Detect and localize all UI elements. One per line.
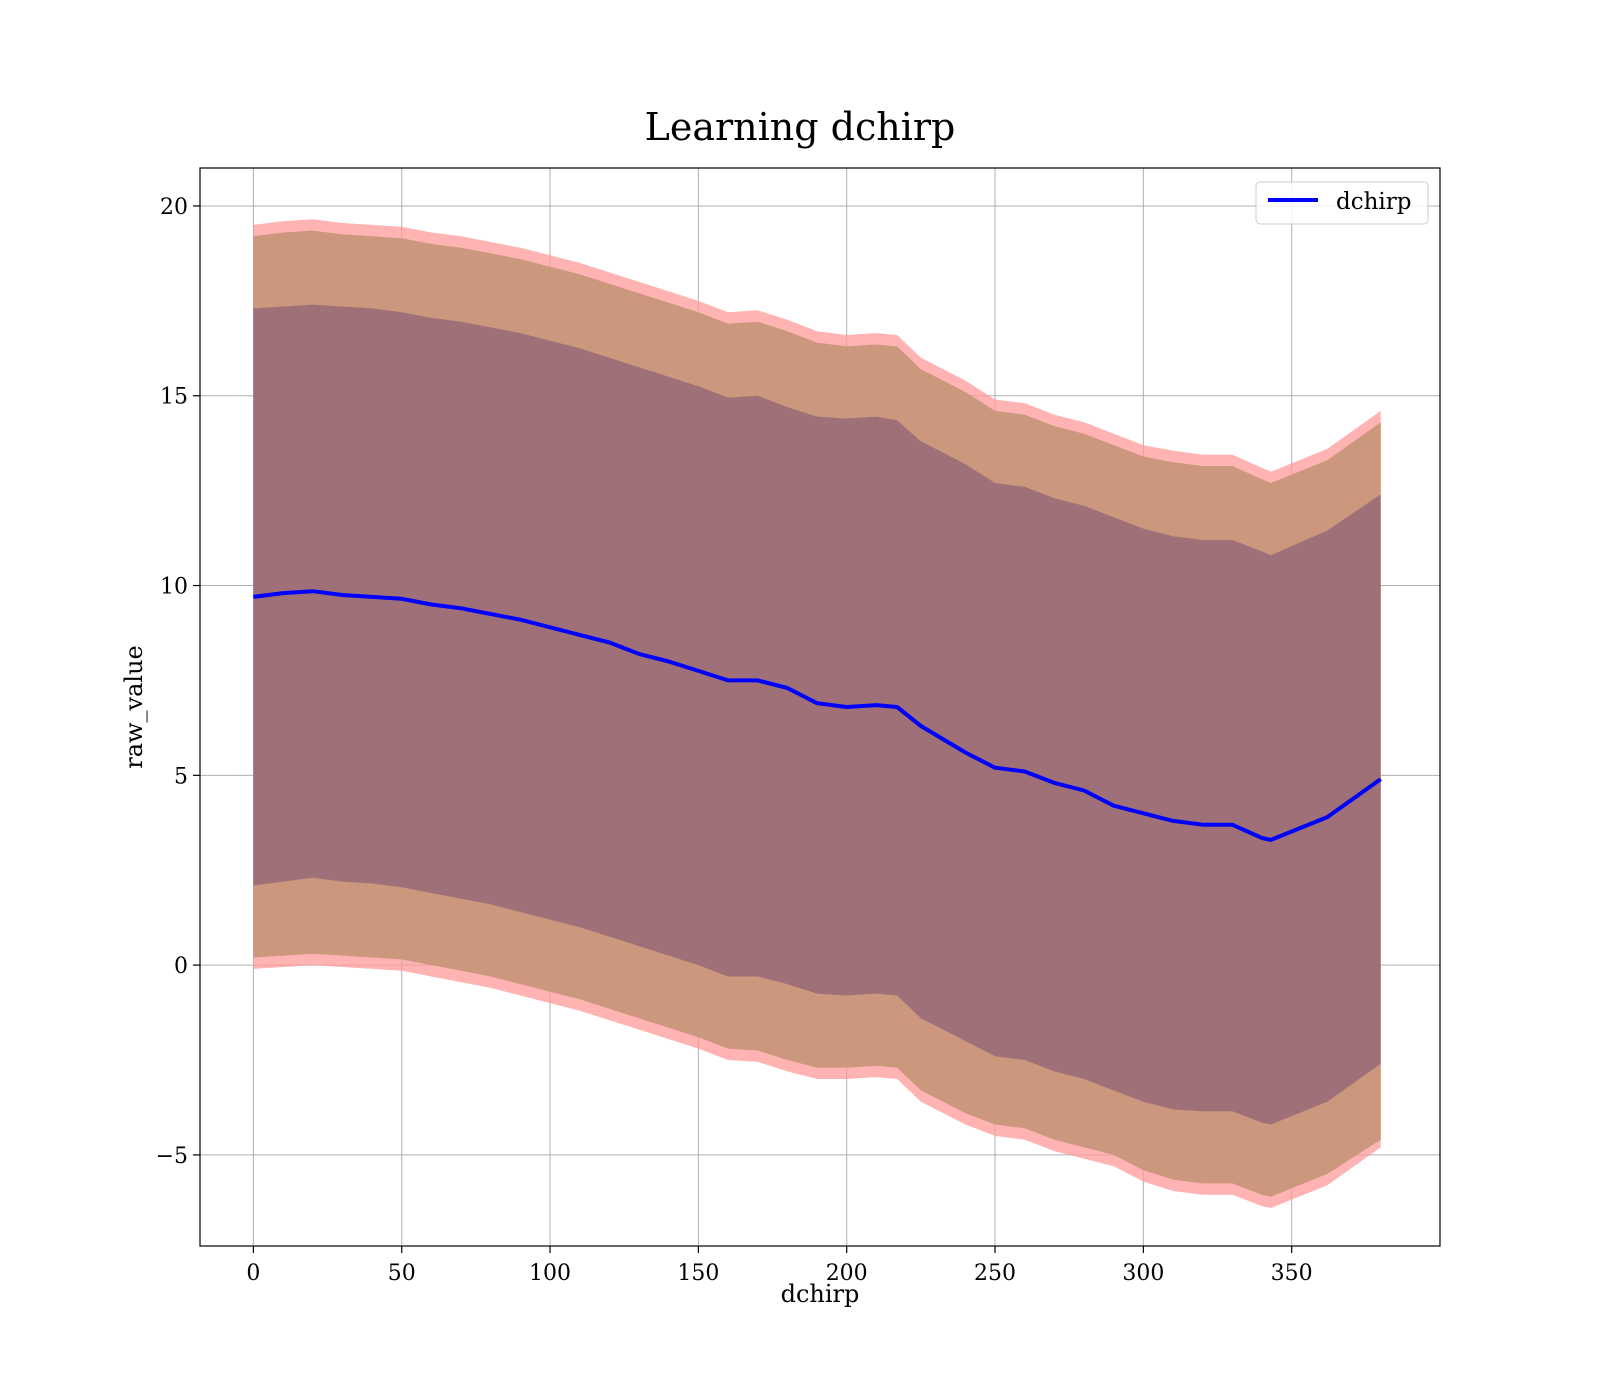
- x-tick-label-3: 150: [677, 1261, 719, 1286]
- x-axis-label: dchirp: [781, 1280, 860, 1308]
- x-tick-label-7: 350: [1271, 1261, 1313, 1286]
- y-tick-label-4: 15: [160, 385, 188, 410]
- legend-label: dchirp: [1336, 189, 1412, 215]
- y-tick-label-1: 0: [174, 954, 188, 979]
- y-tick-label-2: 5: [174, 764, 188, 789]
- plot-frame: [199, 167, 1441, 1247]
- band-2: [253, 304, 1381, 1125]
- legend-box: [1255, 181, 1429, 225]
- y-tick-label-3: 10: [160, 575, 188, 600]
- y-tick-label-0: −5: [156, 1144, 188, 1169]
- y-tick-label-5: 20: [160, 195, 188, 220]
- x-tick-label-2: 100: [529, 1261, 571, 1286]
- series: [253, 589, 1382, 842]
- x-tick-label-0: 0: [246, 1261, 260, 1286]
- series-line-0: [253, 589, 1382, 842]
- ticks: 0 50 100 150 200 250 300 350 −5 0 5 10 15 20: [156, 195, 1313, 1286]
- chart-title: Learning dchirp: [645, 105, 956, 149]
- x-tick-label-4: 200: [826, 1261, 868, 1286]
- x-tick-label-1: 50: [388, 1261, 416, 1286]
- x-tick-label-6: 300: [1122, 1261, 1164, 1286]
- legend: dchirp: [1255, 181, 1429, 225]
- bands: [253, 219, 1381, 1208]
- x-tick-label-5: 250: [974, 1261, 1016, 1286]
- y-axis-label: raw_value: [120, 645, 148, 769]
